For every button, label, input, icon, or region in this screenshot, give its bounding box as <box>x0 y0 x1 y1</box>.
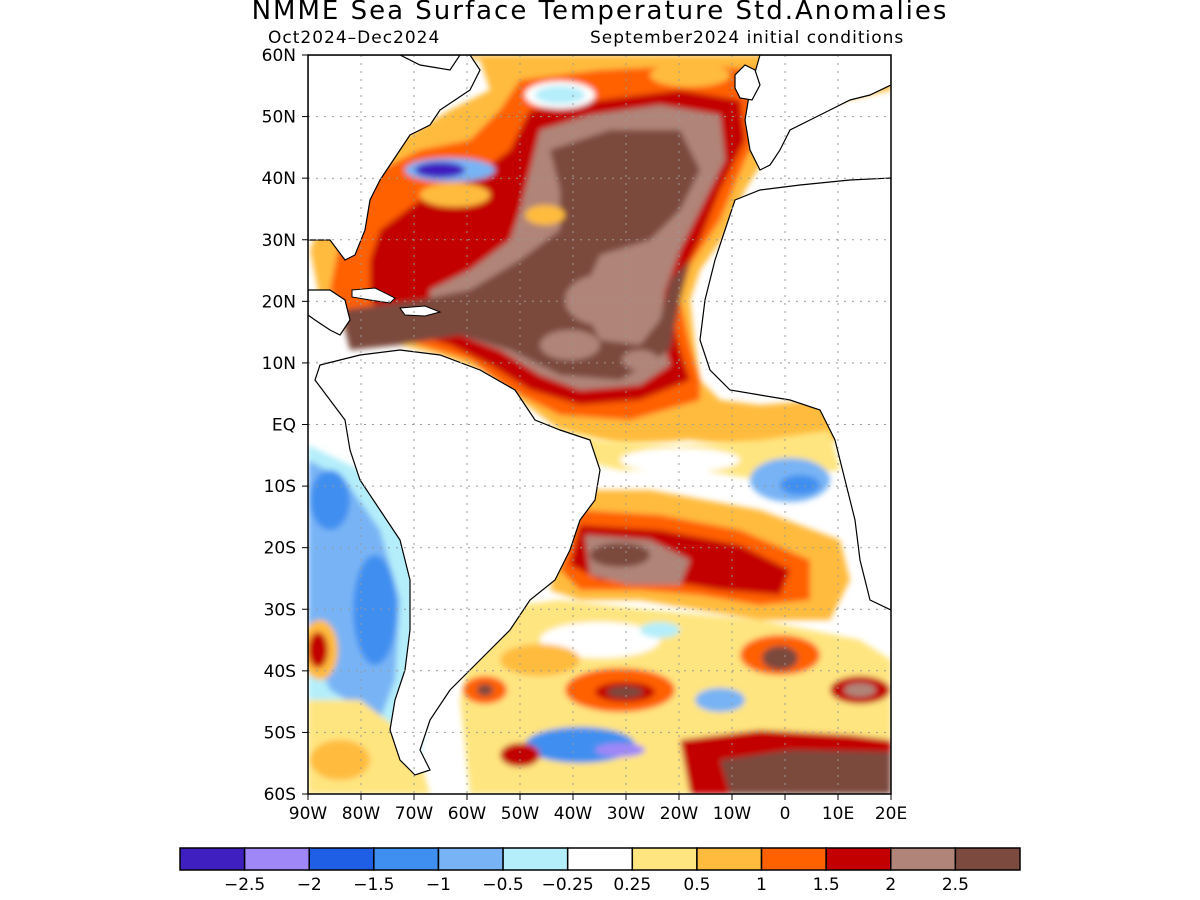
colorbar-label: −1.5 <box>353 875 394 895</box>
lat-label: EQ <box>272 416 296 436</box>
lat-label: 60S <box>264 785 296 805</box>
equatorial-anomalies <box>520 420 840 502</box>
sst-anomaly-field <box>308 55 891 794</box>
lon-label: 10E <box>822 804 854 824</box>
british-isles <box>734 64 761 101</box>
colorbar-label: −0.5 <box>482 875 523 895</box>
colorbar-swatch <box>437 847 504 871</box>
colorbar-label: −1 <box>426 875 451 895</box>
north-atlantic-anomalies <box>308 55 891 450</box>
colorbar-swatch <box>760 847 827 871</box>
lon-label: 20W <box>660 804 699 824</box>
colorbar-label: 2.5 <box>942 875 969 895</box>
greenland <box>399 55 461 71</box>
lon-label: 40W <box>554 804 593 824</box>
lon-label: 60W <box>448 804 487 824</box>
colorbar-label: 2 <box>885 875 896 895</box>
north-america <box>308 55 481 261</box>
africa <box>699 177 891 611</box>
map-gridlines <box>308 55 891 794</box>
lat-label: 50S <box>264 723 296 743</box>
lon-label: 80W <box>342 804 381 824</box>
colorbar: −2.5 −2 −1.5 −1 −0.5 −0.25 0.25 0.5 1 1.5 2 2.5 <box>179 847 1021 895</box>
colorbar-label: 1 <box>756 875 767 895</box>
colorbar-label: 1.5 <box>813 875 840 895</box>
colorbar-swatch <box>631 847 698 871</box>
colorbar-swatch <box>566 847 634 871</box>
land-masses <box>308 55 891 776</box>
lon-label: 10W <box>713 804 752 824</box>
lat-label: 20N <box>262 292 296 312</box>
lat-label: 40N <box>262 169 296 189</box>
central-america <box>308 289 351 336</box>
colorbar-swatch <box>890 847 957 871</box>
latitude-labels: 60S 50S 40S 30S 20S 10S EQ 10N 20N 30N 40N 50N 60N <box>262 46 308 805</box>
forecast-period: Oct2024–Dec2024 <box>268 28 441 48</box>
europe <box>744 55 891 171</box>
south-america <box>314 349 601 776</box>
colorbar-label: 0.25 <box>613 875 651 895</box>
colorbar-swatch <box>243 847 310 871</box>
colorbar-label: −0.25 <box>542 875 594 895</box>
initial-conditions: September2024 initial conditions <box>590 28 905 48</box>
lat-label: 40S <box>264 662 296 682</box>
lat-label: 30N <box>262 231 296 251</box>
colorbar-swatch <box>179 847 246 871</box>
lat-label: 50N <box>262 108 296 128</box>
lat-label: 10N <box>262 354 296 374</box>
lon-label: 20E <box>875 804 907 824</box>
caribbean-islands <box>351 287 442 317</box>
lat-label: 60N <box>262 46 296 66</box>
longitude-labels: 90W 80W 70W 60W 50W 40W 30W 20W 10W 0 10E 20E <box>289 794 907 824</box>
lon-label: 50W <box>501 804 540 824</box>
lat-label: 30S <box>264 600 296 620</box>
colorbar-swatch <box>373 847 440 871</box>
lon-label: 0 <box>780 804 791 824</box>
lon-label: 30W <box>607 804 646 824</box>
lat-label: 20S <box>264 539 296 559</box>
colorbar-swatch <box>696 847 763 871</box>
colorbar-label: −2.5 <box>224 875 265 895</box>
colorbar-label: −2 <box>297 875 322 895</box>
colorbar-swatch <box>825 847 892 871</box>
colorbar-swatch <box>954 847 1021 871</box>
colorbar-label: 0.5 <box>683 875 710 895</box>
colorbar-swatch <box>502 847 569 871</box>
lat-label: 10S <box>264 477 296 497</box>
lon-label: 70W <box>395 804 434 824</box>
lon-label: 90W <box>289 804 328 824</box>
colorbar-swatch <box>308 847 375 871</box>
chart-title: NMME Sea Surface Temperature Std.Anomali… <box>251 0 949 26</box>
